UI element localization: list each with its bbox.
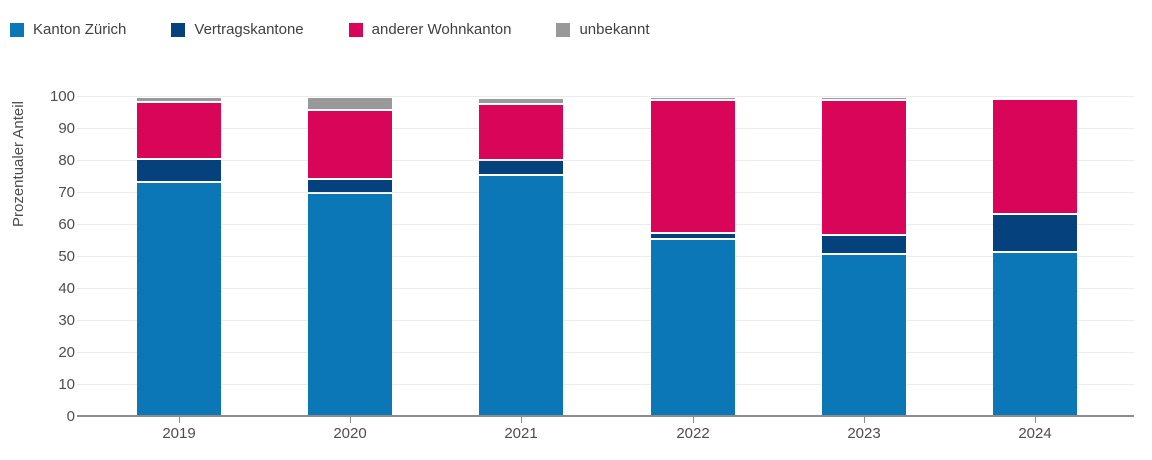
segment-vertragskantone-2019[interactable] [137,160,221,181]
segment-unbekannt-2022[interactable] [651,98,735,100]
gridline-80 [77,160,1134,161]
x-tick-label-2019: 2019 [162,425,196,442]
gridline-60 [77,224,1134,225]
gridline-100 [77,96,1134,97]
legend-label-kanton-zuerich: Kanton Zürich [33,21,127,38]
legend-item-vertragskantone[interactable]: Vertragskantone [171,21,304,38]
segment-unbekannt-2023[interactable] [822,98,906,100]
segment-kanton-zuerich-2022[interactable] [651,240,735,416]
gridline-20 [77,352,1134,353]
segment-anderer-wohnkanton-2024[interactable] [993,99,1077,213]
y-tick-label-60: 60 [58,216,75,233]
x-tick-2020 [350,417,351,423]
plot-area: 0 10 20 30 40 50 60 70 80 90 100 2019 2020 2021 2022 20… [50,88,1134,442]
segment-anderer-wohnkanton-2020[interactable] [308,110,392,178]
x-tick-label-2021: 2021 [504,425,538,442]
gridline-10 [77,384,1134,385]
y-tick-label-20: 20 [58,344,75,361]
x-tick-2024 [1035,417,1036,423]
segment-vertragskantone-2021[interactable] [479,161,563,175]
segment-kanton-zuerich-2021[interactable] [479,176,563,416]
legend-label-anderer-wohnkanton: anderer Wohnkanton [371,21,512,38]
segment-anderer-wohnkanton-2019[interactable] [137,102,221,159]
legend-label-unbekannt: unbekannt [579,21,650,38]
legend-item-unbekannt[interactable]: unbekannt [556,21,650,38]
chart-legend: Kanton Zürich Vertragskantone anderer Wohn… [10,21,650,38]
y-tick-label-90: 90 [58,120,75,137]
segment-kanton-zuerich-2019[interactable] [137,182,221,416]
gridline-90 [77,128,1134,129]
gridline-70 [77,192,1134,193]
x-tick-label-2024: 2024 [1018,425,1052,442]
y-tick-label-0: 0 [66,408,75,425]
segment-anderer-wohnkanton-2023[interactable] [822,101,906,234]
y-tick-label-80: 80 [58,152,75,169]
legend-item-kanton-zuerich[interactable]: Kanton Zürich [10,21,126,38]
x-tick-2023 [864,417,865,423]
x-tick-label-2023: 2023 [847,425,881,442]
segment-vertragskantone-2022[interactable] [651,234,735,239]
segment-kanton-zuerich-2020[interactable] [308,194,392,416]
legend-label-vertragskantone: Vertragskantone [194,21,304,38]
y-tick-label-40: 40 [58,280,75,297]
gridline-50 [77,256,1134,257]
x-tick-2021 [521,417,522,423]
legend-swatch-unbekannt [556,22,571,37]
legend-swatch-anderer-wohnkanton [348,22,363,37]
x-tick-label-2022: 2022 [676,425,710,442]
segment-unbekannt-2020[interactable] [308,98,392,109]
segment-vertragskantone-2023[interactable] [822,235,906,253]
segment-vertragskantone-2024[interactable] [993,214,1077,252]
segment-vertragskantone-2020[interactable] [308,179,392,192]
segment-kanton-zuerich-2024[interactable] [993,253,1077,416]
x-tick-2019 [179,417,180,423]
y-tick-label-100: 100 [49,88,75,105]
y-tick-label-30: 30 [58,312,75,329]
x-axis-line [77,415,1134,417]
y-tick-label-70: 70 [58,184,75,201]
segment-anderer-wohnkanton-2022[interactable] [651,101,735,232]
y-tick-label-10: 10 [58,376,75,393]
legend-item-anderer-wohnkanton[interactable]: anderer Wohnkanton [348,21,512,38]
y-tick-label-50: 50 [58,248,75,265]
legend-swatch-vertragskantone [171,22,186,37]
segment-unbekannt-2019[interactable] [137,98,221,101]
x-tick-2022 [693,417,694,423]
gridline-30 [77,320,1134,321]
segment-unbekannt-2021[interactable] [479,99,563,104]
legend-swatch-kanton-zuerich [10,22,24,37]
y-axis-title: Prozentualer Anteil [10,101,27,227]
x-tick-label-2020: 2020 [333,425,367,442]
segment-kanton-zuerich-2023[interactable] [822,254,906,416]
gridline-40 [77,288,1134,289]
segment-anderer-wohnkanton-2021[interactable] [479,105,563,160]
